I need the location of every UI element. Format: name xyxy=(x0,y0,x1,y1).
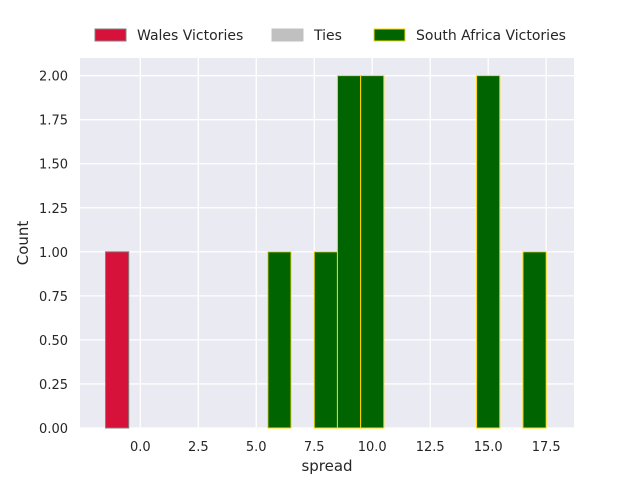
histogram-bar xyxy=(360,75,385,429)
x-tick-label: 0.0 xyxy=(130,440,151,455)
x-tick-label: 12.5 xyxy=(416,440,445,455)
y-tick-label: 1.25 xyxy=(39,202,68,217)
legend-swatch xyxy=(271,28,304,42)
x-tick-label: 17.5 xyxy=(532,440,561,455)
y-tick-label: 1.75 xyxy=(39,114,68,129)
y-tick-label: 2.00 xyxy=(39,70,68,85)
histogram-bar xyxy=(313,251,338,429)
y-tick-label: 0.75 xyxy=(39,290,68,305)
axis-ticks: 0.0 2.5 5.0 7.5 10.0 12.5 15.0 17.5 0.00 0.25 0.50… xyxy=(39,70,561,455)
legend-swatch xyxy=(94,28,127,42)
y-tick-label: 1.00 xyxy=(39,246,68,261)
x-tick-label: 10.0 xyxy=(358,440,387,455)
y-tick-label: 1.50 xyxy=(39,158,68,173)
x-tick-label: 15.0 xyxy=(474,440,503,455)
y-tick-label: 0.50 xyxy=(39,334,68,349)
histogram-bar xyxy=(522,251,547,429)
x-tick-label: 5.0 xyxy=(246,440,267,455)
x-tick-label: 2.5 xyxy=(188,440,209,455)
y-tick-label: 0.25 xyxy=(39,378,68,393)
y-axis-label: Count xyxy=(14,221,32,266)
legend: Wales Victories Ties South Africa Victorie… xyxy=(94,28,566,44)
x-axis-label: spread xyxy=(301,457,352,475)
histogram-bar xyxy=(105,251,130,429)
histogram-bar xyxy=(336,75,362,429)
histogram-bar xyxy=(267,251,292,429)
legend-label: Ties xyxy=(313,28,342,44)
legend-label: South Africa Victories xyxy=(416,28,566,44)
histogram-bar xyxy=(476,75,501,429)
bars xyxy=(105,75,547,429)
x-tick-label: 7.5 xyxy=(304,440,325,455)
legend-label: Wales Victories xyxy=(137,28,243,44)
legend-swatch xyxy=(373,28,406,42)
y-tick-label: 0.00 xyxy=(39,422,68,437)
